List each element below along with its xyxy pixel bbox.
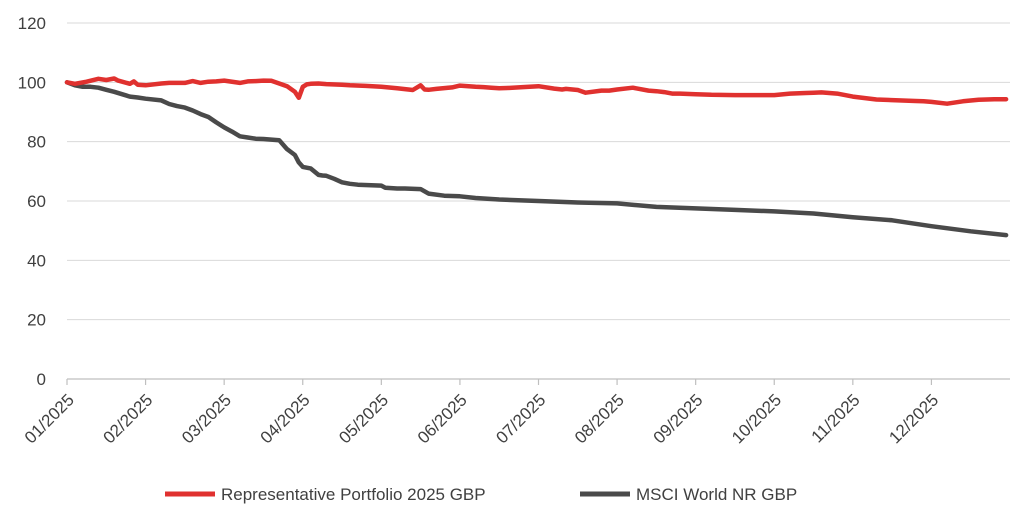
legend-label: MSCI World NR GBP (636, 485, 797, 504)
x-tick-label: 09/2025 (650, 390, 707, 447)
y-tick-label: 80 (27, 133, 46, 152)
x-tick-label: 03/2025 (178, 390, 235, 447)
x-tick-label: 12/2025 (885, 390, 942, 447)
x-tick-label: 05/2025 (335, 390, 392, 447)
x-tick-label: 06/2025 (414, 390, 471, 447)
y-tick-label: 120 (18, 14, 46, 33)
x-axis: 01/2025 02/2025 03/2025 04/2025 05/2025 06/20… (21, 378, 1010, 447)
y-tick-label: 0 (37, 370, 46, 389)
series-layer (64, 76, 1009, 238)
series-line-1 (64, 80, 1009, 238)
x-tick-label: 07/2025 (492, 390, 549, 447)
legend: Representative Portfolio 2025 GBP MSCI Wo… (165, 485, 797, 504)
x-tick-label: 01/2025 (21, 390, 78, 447)
gridlines (67, 22, 1010, 321)
x-tick-label: 08/2025 (571, 390, 628, 447)
x-tick-label: 04/2025 (257, 390, 314, 447)
x-tick-label: 10/2025 (728, 390, 785, 447)
y-tick-label: 20 (27, 311, 46, 330)
legend-label: Representative Portfolio 2025 GBP (221, 485, 486, 504)
series-line-0 (64, 76, 1009, 106)
x-tick-label: 02/2025 (100, 390, 157, 447)
y-axis: 0 20 40 60 80 100 120 (18, 14, 46, 389)
x-tick-label: 11/2025 (808, 390, 864, 446)
y-tick-label: 100 (18, 73, 46, 92)
y-tick-label: 60 (27, 192, 46, 211)
y-tick-label: 40 (27, 251, 46, 270)
